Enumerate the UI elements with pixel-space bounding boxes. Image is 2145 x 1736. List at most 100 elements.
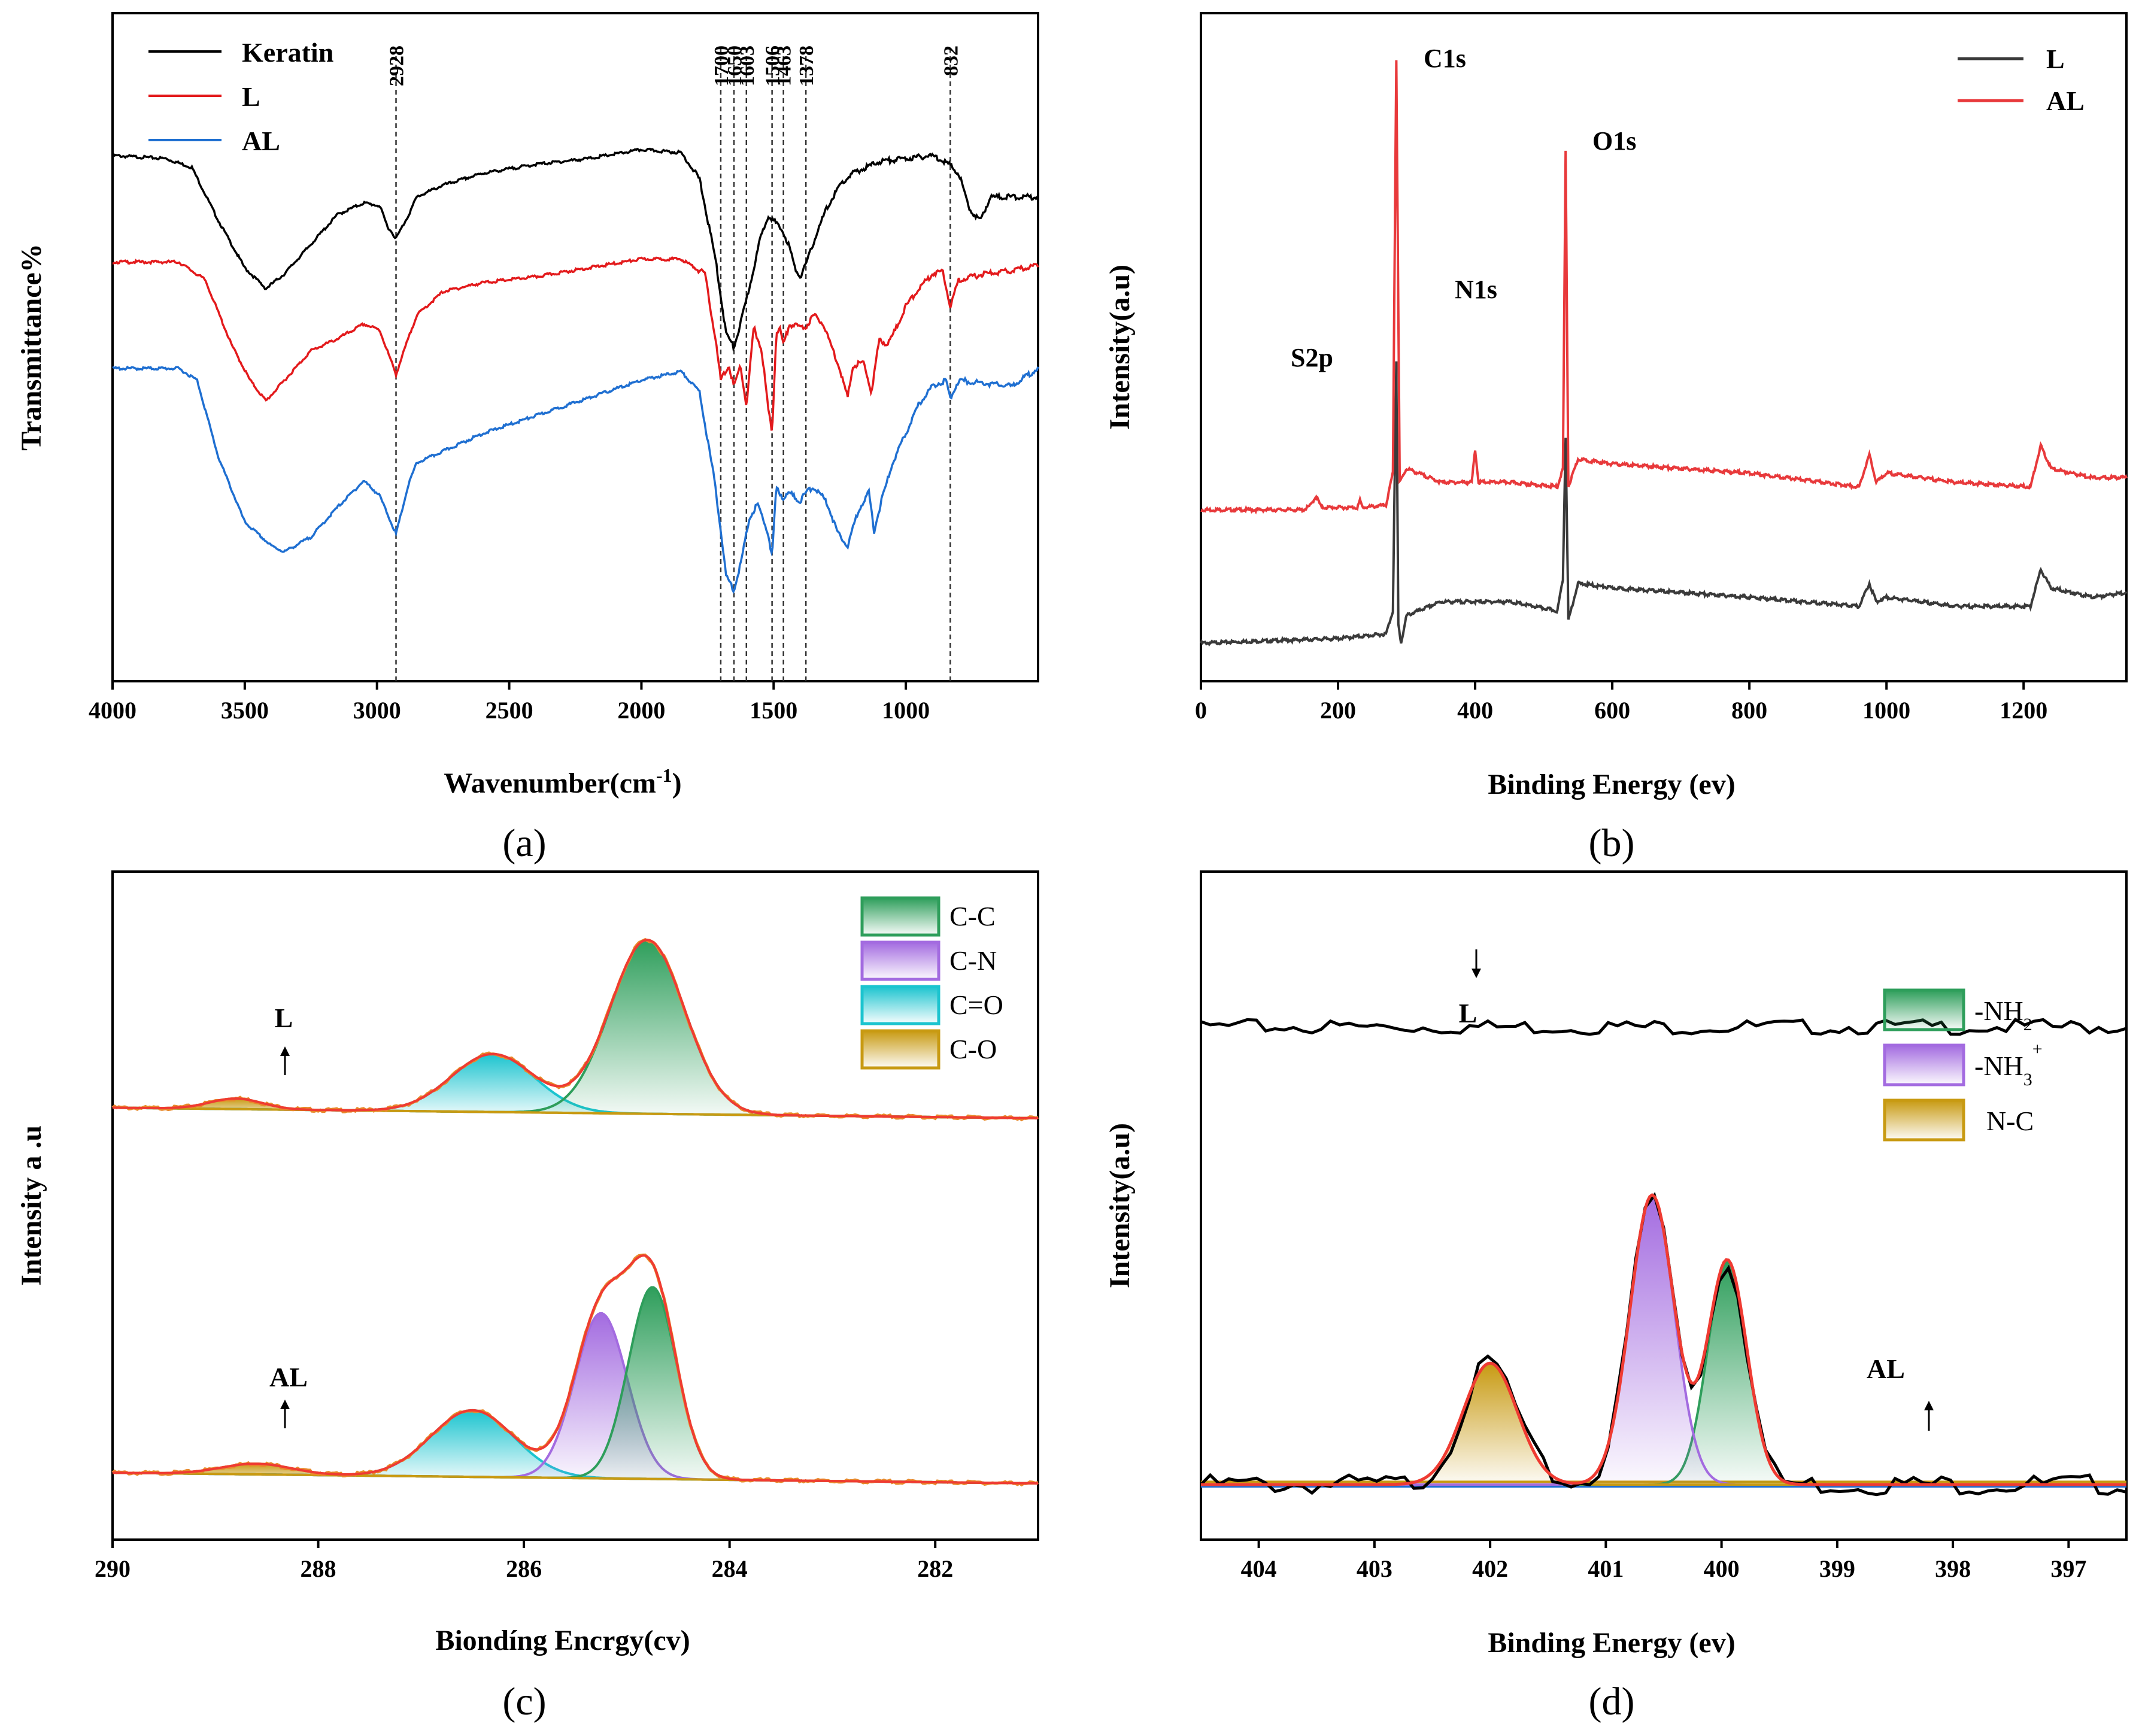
panel-b-tick-label: 400 xyxy=(1457,697,1493,724)
component-fill-nh3 xyxy=(1201,1195,2126,1485)
legend-label-c-c: C-C xyxy=(949,901,996,931)
panel-a-tick-label: 4000 xyxy=(89,697,136,724)
legend-swatch-c-o xyxy=(860,1029,940,1070)
panel-d-tick-label: 403 xyxy=(1357,1555,1392,1582)
panel-b-series xyxy=(1200,60,2128,647)
panel-c-xlabel: Biondíng Encrgy(cv) xyxy=(435,1625,690,1656)
panel-b-legend: L AL xyxy=(1958,44,2085,116)
reference-label-1378: 1378 xyxy=(796,45,818,86)
panel-d: 404 403 402 401 400 399 398 397 L AL -NH2 -NH3+… xyxy=(1104,870,2128,1723)
panel-b-xlabel: Binding Energy (ev) xyxy=(1488,769,1735,800)
series-line-al xyxy=(1200,60,2128,515)
panel-d-tick-label: 400 xyxy=(1704,1555,1740,1582)
sample-label-al: AL xyxy=(1867,1353,1905,1384)
sample-label-l: L xyxy=(275,1003,293,1033)
series-line-l xyxy=(1200,361,2128,647)
panel-b-annotations: C1s O1s N1s S2p xyxy=(1291,44,1636,372)
series-line-al xyxy=(112,365,1039,594)
panel-a-tick-label: 3500 xyxy=(221,697,269,724)
panel-d-tick-label: 399 xyxy=(1819,1555,1855,1582)
panel-c-legend: C-C C-N C=O C-O xyxy=(860,896,1003,1070)
panel-c-tick-label: 284 xyxy=(712,1555,748,1582)
panel-a-tick-label: 1500 xyxy=(750,697,797,724)
down-arrow-icon xyxy=(1472,949,1481,978)
panel-a-tick-label: 1000 xyxy=(882,697,930,724)
panel-b-frame xyxy=(1200,12,2128,682)
panel-c-sample-labels: L AL xyxy=(269,1003,308,1428)
annotation-c1s: C1s xyxy=(1424,44,1466,73)
panel-d-tick-label: 402 xyxy=(1472,1555,1508,1582)
panel-c-x-ticks: 290 288 286 284 282 xyxy=(95,1540,953,1582)
panel-b-tick-label: 800 xyxy=(1731,697,1767,724)
up-arrow-icon xyxy=(1924,1401,1934,1431)
panel-c-tick-label: 282 xyxy=(917,1555,953,1582)
sample-label-l: L xyxy=(1459,998,1477,1028)
legend-label-nh3: -NH3+ xyxy=(1974,1039,2043,1089)
annotation-n1s: N1s xyxy=(1455,275,1497,304)
panel-d-series xyxy=(1200,1017,2127,1497)
reference-label-1463: 1463 xyxy=(773,45,796,86)
panel-c-tick-label: 288 xyxy=(301,1555,336,1582)
component-fill-c-n xyxy=(113,1313,1038,1483)
up-arrow-icon xyxy=(280,1046,290,1075)
panel-a-frame xyxy=(111,12,1039,682)
legend-swatch-c-o-double xyxy=(860,985,940,1025)
panel-b-tick-label: 0 xyxy=(1195,697,1207,724)
panel-d-x-ticks: 404 403 402 401 400 399 398 397 xyxy=(1241,1540,2086,1582)
panel-c-tick-label: 286 xyxy=(506,1555,542,1582)
reference-label-832: 832 xyxy=(940,45,962,76)
raw-data-line-l xyxy=(1200,1017,2127,1036)
panel-d-tick-label: 401 xyxy=(1588,1555,1624,1582)
panel-a-legend: Keratin L AL xyxy=(148,37,333,156)
panel-b-x-ticks: 0 200 400 600 800 1000 1200 xyxy=(1195,681,2047,724)
legend-label-l: L xyxy=(2046,44,2065,74)
legend-label-al: AL xyxy=(2046,86,2085,116)
panel-c-ylabel: Intensity a .u xyxy=(16,1125,47,1286)
reference-label-2928: 2928 xyxy=(386,45,408,86)
panel-b-tick-label: 200 xyxy=(1320,697,1356,724)
panel-d-tick-label: 404 xyxy=(1241,1555,1277,1582)
panel-a-caption: (a) xyxy=(502,821,546,865)
panel-b-tick-label: 600 xyxy=(1594,697,1630,724)
legend-swatch-nh3 xyxy=(1883,1043,1965,1086)
legend-swatch-nh2 xyxy=(1883,988,1965,1031)
panel-a-tick-label: 3000 xyxy=(353,697,401,724)
panel-c-frame xyxy=(111,870,1039,1541)
component-fill-c-o xyxy=(113,1464,1038,1483)
panel-b: 0 200 400 600 800 1000 1200 C1s O1s N1s S2p L … xyxy=(1104,12,2128,865)
up-arrow-icon xyxy=(280,1400,290,1428)
panel-d-tick-label: 397 xyxy=(2050,1555,2086,1582)
legend-label-c-o-double: C=O xyxy=(949,990,1003,1020)
panel-c-series xyxy=(111,937,1039,1487)
panel-c: 290 288 286 284 282 L AL C-C C-N C=O C-O Int… xyxy=(16,870,1039,1723)
panel-b-tick-label: 1200 xyxy=(2000,697,2047,724)
panel-b-ylabel: Intensity(a.u) xyxy=(1104,265,1136,430)
legend-label-c-o: C-O xyxy=(949,1034,997,1064)
panel-d-xlabel: Binding Energy (ev) xyxy=(1488,1627,1735,1659)
reference-label-1650: 1650 xyxy=(724,45,746,86)
panel-b-caption: (b) xyxy=(1589,821,1635,865)
panel-a-ylabel: Transmittance% xyxy=(16,244,47,451)
panel-a-xlabel: Wavenumber(cm-1) xyxy=(444,764,681,799)
fit-envelope-line xyxy=(1201,1193,2126,1486)
series-line-keratin xyxy=(111,147,1039,352)
panel-d-ylabel: Intensity(a.u) xyxy=(1104,1123,1136,1288)
panel-a-tick-label: 2500 xyxy=(486,697,533,724)
legend-swatch-c-n xyxy=(860,940,940,981)
legend-swatch-c-c xyxy=(860,896,940,937)
reference-label-1603: 1603 xyxy=(736,45,759,86)
legend-label-al: AL xyxy=(242,126,280,156)
panel-c-caption: (c) xyxy=(502,1680,546,1723)
panel-d-caption: (d) xyxy=(1589,1680,1635,1723)
panel-d-frame xyxy=(1200,870,2128,1541)
panel-a-series xyxy=(111,147,1039,594)
fit-envelope-line xyxy=(113,939,1038,1119)
fit-envelope-line xyxy=(113,1254,1038,1485)
panel-b-tick-label: 1000 xyxy=(1862,697,1910,724)
legend-label-l: L xyxy=(242,81,260,112)
reference-label-1506: 1506 xyxy=(762,45,784,86)
panel-d-tick-label: 398 xyxy=(1935,1555,1971,1582)
